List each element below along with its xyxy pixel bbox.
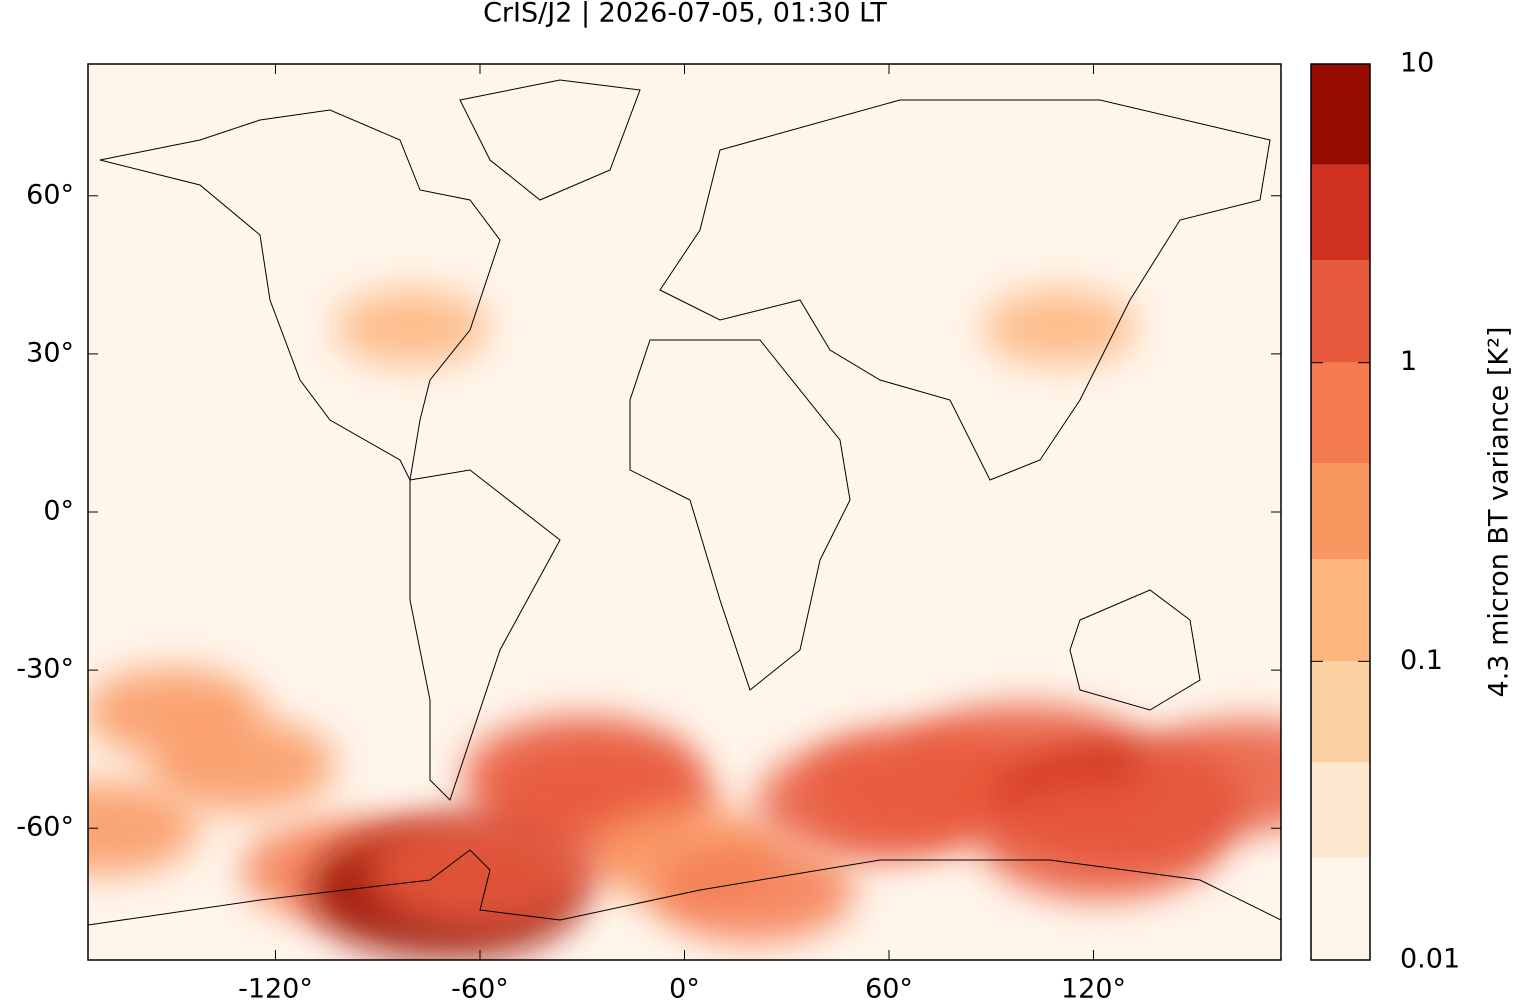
colorbar-tick-label: 0.1 — [1400, 645, 1443, 676]
x-tick-label: -120° — [238, 974, 313, 1003]
colorbar-band — [1311, 857, 1370, 960]
y-tick-label: -30° — [16, 654, 74, 685]
coastline — [629, 339, 851, 691]
variance-cell — [88, 781, 199, 876]
colorbar-band — [1311, 762, 1370, 858]
variance-cell — [147, 718, 336, 812]
colorbar-tick-label: 1 — [1400, 346, 1417, 377]
y-tick-label: -60° — [16, 812, 74, 843]
colorbar-band — [1311, 362, 1370, 464]
x-tick-label: -60° — [451, 974, 509, 1003]
x-tick-label: 0° — [669, 974, 700, 1003]
x-tick-label: 120° — [1061, 974, 1126, 1003]
variance-cell — [1134, 719, 1281, 832]
colorbar-label: 4.3 micron BT variance [K²] — [1484, 327, 1515, 698]
y-tick-label: 30° — [26, 337, 74, 368]
colorbar-band — [1311, 463, 1370, 560]
coastline — [459, 79, 641, 201]
colorbar-band — [1311, 559, 1370, 662]
variance-cell — [651, 840, 855, 943]
y-tick-label: 0° — [43, 496, 74, 527]
colorbar-frame — [1310, 63, 1371, 961]
colorbar-tick-label: 0.01 — [1400, 944, 1460, 975]
coastlines — [88, 79, 1281, 926]
chart-title: CrIS/J2 | 2026-07-05, 01:30 LT — [483, 0, 887, 29]
coastline — [88, 849, 1281, 926]
variance-field — [88, 289, 1281, 960]
y-tick-label: 60° — [26, 179, 74, 210]
colorbar-band — [1311, 661, 1370, 763]
colorbar-band — [1311, 260, 1370, 363]
x-tick-label: 60° — [865, 974, 913, 1003]
coastline — [99, 109, 501, 482]
colorbar-band — [1311, 64, 1370, 165]
coastline — [1069, 589, 1201, 711]
colorbar-band — [1311, 164, 1370, 261]
coastline — [409, 469, 561, 801]
coastline — [659, 99, 1271, 481]
variance-cell — [365, 813, 595, 928]
variance-cell — [982, 289, 1137, 367]
variance-cell — [334, 289, 489, 367]
colorbar-tick-label: 10 — [1400, 48, 1434, 79]
